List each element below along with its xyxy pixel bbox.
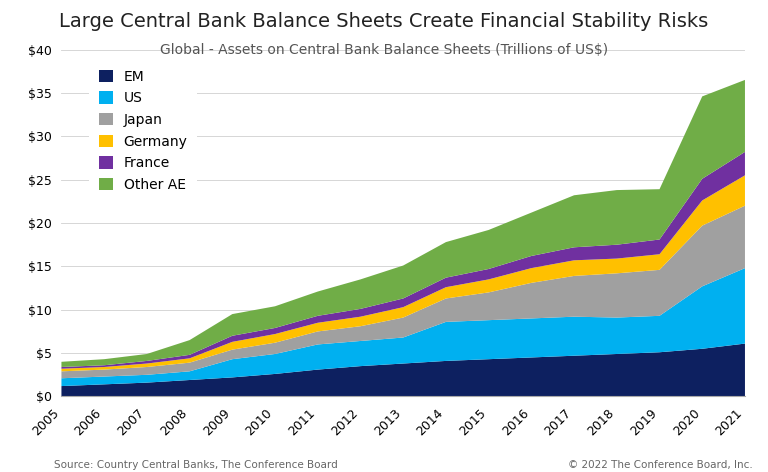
Text: Source: Country Central Banks, The Conference Board: Source: Country Central Banks, The Confe…: [54, 460, 337, 470]
Text: © 2022 The Conference Board, Inc.: © 2022 The Conference Board, Inc.: [568, 460, 753, 470]
Text: Large Central Bank Balance Sheets Create Financial Stability Risks: Large Central Bank Balance Sheets Create…: [59, 12, 709, 31]
Legend: EM, US, Japan, Germany, France, Other AE: EM, US, Japan, Germany, France, Other AE: [89, 60, 197, 202]
Text: Global - Assets on Central Bank Balance Sheets (Trillions of US$): Global - Assets on Central Bank Balance …: [160, 43, 608, 58]
